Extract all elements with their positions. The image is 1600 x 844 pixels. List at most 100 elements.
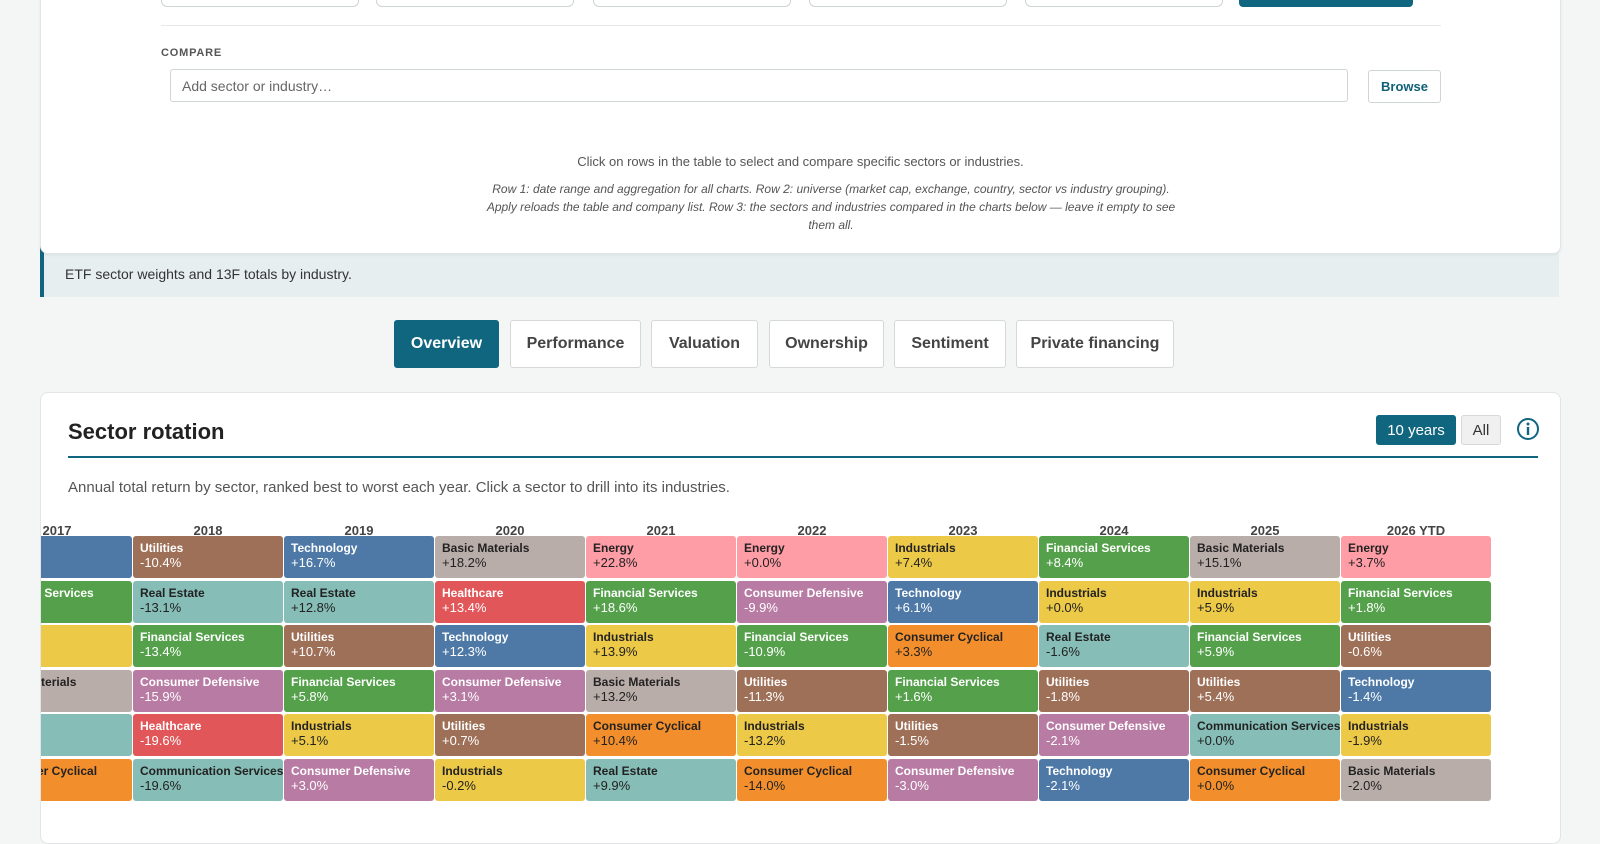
sector-cell[interactable]: Basic Materials -2.0%: [1341, 758, 1491, 801]
sector-cell[interactable]: [41, 536, 132, 578]
sector-cell[interactable]: Financial Services +1.8%: [1341, 580, 1491, 623]
sector-cell[interactable]: [41, 714, 132, 756]
sector-cell[interactable]: Consumer Defensive -9.9%: [737, 580, 887, 623]
sector-cell[interactable]: Basic Materials: [41, 669, 132, 712]
sector-cell[interactable]: Communication Services +0.0%: [1190, 714, 1340, 756]
sector-cell[interactable]: Utilities -0.6%: [1341, 625, 1491, 667]
sector-cell[interactable]: Financial Services +1.6%: [888, 669, 1038, 712]
sector-name: Financial Services: [593, 585, 698, 600]
sector-cell[interactable]: Financial Services +5.9%: [1190, 625, 1340, 667]
sector-cell[interactable]: Real Estate -1.6%: [1039, 625, 1189, 667]
sector-cell[interactable]: Energy +22.8%: [586, 536, 736, 578]
sector-cell[interactable]: Technology +16.7%: [284, 536, 434, 578]
sector-cell[interactable]: Consumer Defensive -2.1%: [1039, 714, 1189, 756]
sector-cell[interactable]: Industrials +5.9%: [1190, 580, 1340, 623]
year-header: 2026 YTD: [1386, 523, 1446, 538]
sector-cell[interactable]: Industrials -0.2%: [435, 758, 585, 801]
sector-cell[interactable]: Industrials -13.2%: [737, 714, 887, 756]
sector-cell[interactable]: Real Estate +9.9%: [586, 758, 736, 801]
sector-cell[interactable]: Financial Services +18.6%: [586, 580, 736, 623]
sector-name: Industrials: [291, 719, 352, 733]
sector-cell[interactable]: Consumer Cyclical: [41, 758, 132, 801]
filter-select-market-cap[interactable]: [593, 0, 791, 7]
sector-cell[interactable]: Energy +3.7%: [1341, 536, 1491, 578]
sector-return: -1.5%: [895, 733, 929, 748]
sector-cell[interactable]: Consumer Cyclical +10.4%: [586, 714, 736, 756]
sector-cell[interactable]: Industrials +0.0%: [1039, 580, 1189, 623]
sector-return: -1.4%: [1348, 688, 1382, 704]
tab-sentiment[interactable]: Sentiment: [894, 320, 1006, 368]
sector-name: Financial Services: [41, 585, 94, 600]
sector-cell[interactable]: Technology +12.3%: [435, 625, 585, 667]
filter-select-aggregation[interactable]: [376, 0, 574, 7]
sector-cell[interactable]: Basic Materials +15.1%: [1190, 536, 1340, 578]
sector-cell[interactable]: Real Estate +12.8%: [284, 580, 434, 623]
sector-cell[interactable]: Technology -1.4%: [1341, 669, 1491, 712]
sector-name: Consumer Cyclical: [1197, 763, 1306, 778]
tab-ownership[interactable]: Ownership: [769, 320, 884, 368]
compare-input[interactable]: [170, 69, 1348, 102]
sector-cell[interactable]: Utilities +0.7%: [435, 714, 585, 756]
info-icon[interactable]: [1516, 417, 1540, 441]
sector-cell[interactable]: Consumer Defensive -15.9%: [133, 669, 283, 712]
tab-performance[interactable]: Performance: [510, 320, 641, 368]
sector-cell[interactable]: Consumer Cyclical -14.0%: [737, 758, 887, 801]
filter-select-date-range[interactable]: [161, 0, 359, 7]
sector-name: Consumer Defensive: [895, 763, 1015, 778]
sector-cell[interactable]: Consumer Defensive -3.0%: [888, 758, 1038, 801]
filter-select-country[interactable]: [1025, 0, 1223, 7]
sector-cell[interactable]: Technology +6.1%: [888, 580, 1038, 623]
filter-select-exchange[interactable]: [809, 0, 1007, 7]
sector-cell[interactable]: Consumer Cyclical +3.3%: [888, 625, 1038, 667]
apply-button[interactable]: [1239, 0, 1413, 7]
sector-cell[interactable]: [41, 625, 132, 667]
browse-button[interactable]: Browse: [1368, 70, 1441, 103]
sector-name: Healthcare: [442, 585, 504, 600]
tab-overview[interactable]: Overview: [394, 320, 499, 368]
sector-cell[interactable]: Financial Services +8.4%: [1039, 536, 1189, 578]
sector-name: Basic Materials: [1197, 541, 1285, 555]
tab-valuation[interactable]: Valuation: [651, 320, 758, 368]
sector-return: +10.4%: [593, 733, 638, 748]
sector-return: +3.3%: [895, 644, 933, 659]
sector-cell[interactable]: Consumer Defensive +3.0%: [284, 758, 434, 801]
sector-return: -19.6%: [140, 733, 182, 748]
sector-cell[interactable]: Healthcare +13.4%: [435, 580, 585, 623]
sector-return: +18.6%: [593, 599, 638, 615]
sector-cell[interactable]: Industrials +5.1%: [284, 714, 434, 756]
sector-return: +0.0%: [1197, 777, 1235, 793]
sector-cell[interactable]: Basic Materials +18.2%: [435, 536, 585, 578]
sector-cell[interactable]: Industrials +13.9%: [586, 625, 736, 667]
sector-return: +8.4%: [1046, 555, 1084, 570]
sector-cell[interactable]: Utilities +5.4%: [1190, 669, 1340, 712]
sector-return: -13.2%: [744, 733, 786, 748]
sector-cell[interactable]: Financial Services -13.4%: [133, 625, 283, 667]
sector-cell[interactable]: Utilities -1.5%: [888, 714, 1038, 756]
range-all-button[interactable]: All: [1461, 415, 1501, 445]
sector-return: -11.3%: [744, 688, 785, 704]
sector-name: Consumer Cyclical: [744, 763, 853, 778]
sector-return: +18.2%: [442, 555, 487, 570]
sector-cell[interactable]: Basic Materials +13.2%: [586, 669, 736, 712]
tab-private-financing[interactable]: Private financing: [1016, 320, 1174, 368]
sector-cell[interactable]: Financial Services -10.9%: [737, 625, 887, 667]
sector-cell[interactable]: Healthcare -19.6%: [133, 714, 283, 756]
sector-name: Healthcare: [140, 719, 202, 733]
sector-cell[interactable]: Financial Services: [41, 580, 132, 623]
sector-cell[interactable]: Utilities +10.7%: [284, 625, 434, 667]
sector-cell[interactable]: Industrials -1.9%: [1341, 714, 1491, 756]
sector-cell[interactable]: Communication Services -19.6%: [133, 758, 283, 801]
sector-cell[interactable]: Industrials +7.4%: [888, 536, 1038, 578]
sector-cell[interactable]: Consumer Cyclical +0.0%: [1190, 758, 1340, 801]
sector-cell[interactable]: Consumer Defensive +3.1%: [435, 669, 585, 712]
sector-return: -2.1%: [1046, 777, 1080, 793]
sector-cell[interactable]: Financial Services +5.8%: [284, 669, 434, 712]
sector-cell[interactable]: Energy +0.0%: [737, 536, 887, 578]
range-10-years-button[interactable]: 10 years: [1376, 415, 1456, 445]
sector-cell[interactable]: Real Estate -13.1%: [133, 580, 283, 623]
sector-cell[interactable]: Utilities -10.4%: [133, 536, 283, 578]
sector-cell[interactable]: Utilities -11.3%: [737, 669, 887, 712]
sector-cell[interactable]: Technology -2.1%: [1039, 758, 1189, 801]
sector-cell[interactable]: Utilities -1.8%: [1039, 669, 1189, 712]
sector-return: -9.9%: [744, 599, 778, 615]
